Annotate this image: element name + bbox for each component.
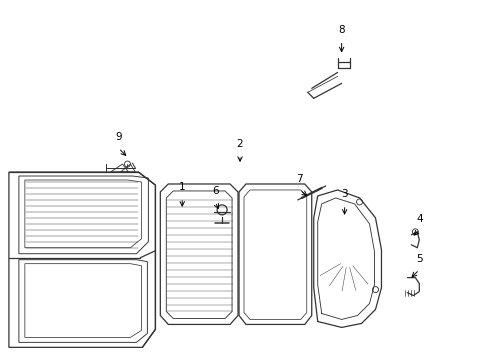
Text: 8: 8 (338, 24, 344, 35)
Text: 5: 5 (415, 254, 422, 264)
Text: 3: 3 (341, 189, 347, 199)
Text: 9: 9 (115, 132, 122, 142)
Text: 6: 6 (211, 186, 218, 196)
Text: 7: 7 (296, 174, 303, 184)
Text: 4: 4 (415, 214, 422, 224)
Text: 1: 1 (179, 182, 185, 192)
Text: 2: 2 (236, 139, 243, 149)
